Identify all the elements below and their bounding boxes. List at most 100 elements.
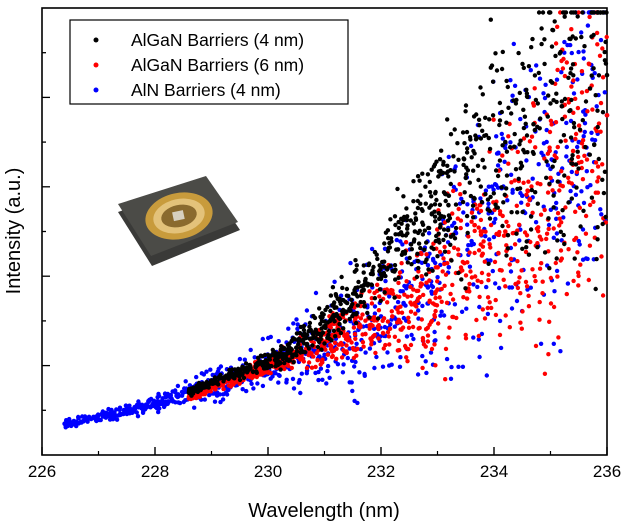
scatter-point-aln-4nm [439, 309, 444, 314]
scatter-point-algan-6nm [353, 347, 358, 353]
scatter-point-algan-6nm [551, 226, 556, 231]
scatter-point-aln-4nm [252, 355, 257, 360]
x-tick-label: 232 [367, 462, 395, 481]
scatter-point-algan-6nm [524, 192, 529, 197]
scatter-point-algan-6nm [548, 275, 554, 281]
scatter-point-algan-6nm [479, 270, 485, 276]
scatter-point-aln-4nm [518, 116, 523, 122]
scatter-point-algan-4nm [307, 320, 313, 326]
scatter-point-aln-4nm [602, 90, 607, 95]
scatter-point-algan-4nm [436, 231, 441, 236]
scatter-point-aln-4nm [383, 278, 388, 284]
scatter-point-algan-4nm [464, 172, 469, 177]
scatter-point-aln-4nm [299, 371, 304, 376]
scatter-point-aln-4nm [149, 404, 154, 409]
scatter-point-algan-4nm [392, 295, 397, 300]
scatter-point-algan-4nm [372, 249, 378, 255]
scatter-point-algan-6nm [408, 342, 414, 348]
scatter-point-algan-4nm [452, 236, 458, 241]
scatter-point-algan-4nm [420, 222, 426, 227]
scatter-point-algan-4nm [603, 61, 609, 66]
scatter-point-algan-4nm [337, 321, 342, 327]
scatter-point-aln-4nm [313, 370, 318, 376]
scatter-point-algan-4nm [497, 118, 503, 123]
scatter-point-algan-6nm [338, 340, 344, 346]
scatter-point-aln-4nm [431, 258, 436, 263]
scatter-point-algan-4nm [524, 245, 529, 250]
scatter-point-algan-6nm [604, 34, 609, 40]
scatter-point-algan-6nm [397, 347, 402, 353]
scatter-point-algan-4nm [542, 250, 548, 255]
scatter-point-aln-4nm [347, 346, 352, 351]
scatter-point-algan-6nm [469, 210, 475, 215]
scatter-point-aln-4nm [500, 136, 505, 141]
scatter-point-aln-4nm [296, 380, 301, 385]
scatter-point-algan-4nm [499, 66, 505, 72]
scatter-point-aln-4nm [123, 403, 129, 408]
scatter-point-algan-6nm [551, 304, 557, 310]
scatter-point-algan-6nm [473, 274, 478, 279]
scatter-point-aln-4nm [559, 70, 564, 75]
scatter-point-algan-6nm [213, 387, 218, 392]
scatter-point-algan-4nm [554, 99, 559, 105]
scatter-point-algan-4nm [281, 346, 287, 352]
scatter-point-aln-4nm [459, 196, 464, 201]
scatter-point-aln-4nm [577, 242, 582, 247]
scatter-point-algan-4nm [306, 328, 311, 334]
scatter-point-algan-4nm [407, 255, 412, 261]
scatter-point-aln-4nm [173, 388, 178, 393]
legend-label-aln-4nm: AlN Barriers (4 nm) [131, 80, 281, 100]
scatter-point-algan-4nm [446, 213, 452, 218]
scatter-point-algan-4nm [430, 268, 435, 273]
scatter-point-algan-4nm [532, 127, 537, 133]
scatter-point-algan-6nm [406, 325, 412, 330]
scatter-point-algan-6nm [530, 210, 535, 215]
scatter-point-algan-6nm [442, 244, 447, 250]
scatter-point-algan-6nm [425, 333, 431, 338]
legend-marker-aln-4nm [93, 87, 99, 93]
scatter-point-aln-4nm [101, 414, 106, 419]
scatter-point-algan-6nm [325, 352, 331, 357]
scatter-point-algan-4nm [417, 178, 422, 183]
scatter-point-aln-4nm [460, 364, 466, 369]
scatter-point-algan-6nm [558, 258, 563, 263]
y-axis-title: Intensity (a.u.) [3, 168, 25, 295]
scatter-point-algan-4nm [413, 211, 418, 216]
scatter-point-aln-4nm [483, 234, 488, 239]
scatter-point-algan-6nm [591, 199, 596, 204]
scatter-point-algan-4nm [500, 223, 505, 229]
scatter-point-algan-4nm [591, 66, 596, 71]
scatter-point-aln-4nm [95, 412, 101, 417]
scatter-point-algan-4nm [264, 358, 269, 363]
legend-label-algan-6nm: AlGaN Barriers (6 nm) [131, 55, 304, 75]
scatter-point-algan-6nm [404, 355, 409, 360]
scatter-point-aln-4nm [91, 414, 96, 419]
scatter-point-algan-4nm [186, 388, 192, 393]
scatter-point-algan-6nm [343, 336, 349, 342]
scatter-point-algan-6nm [542, 371, 548, 376]
scatter-point-algan-4nm [411, 221, 416, 226]
scatter-point-algan-4nm [494, 68, 500, 73]
scatter-point-algan-4nm [550, 164, 555, 169]
scatter-point-aln-4nm [202, 397, 207, 402]
legend: AlGaN Barriers (4 nm) AlGaN Barriers (6 … [69, 19, 349, 105]
scatter-point-algan-6nm [500, 213, 505, 219]
scatter-point-algan-4nm [500, 143, 505, 148]
scatter-point-algan-4nm [216, 382, 221, 387]
scatter-point-algan-4nm [255, 355, 261, 360]
scatter-point-algan-4nm [569, 156, 575, 162]
x-tick-label: 234 [480, 462, 508, 481]
scatter-point-algan-6nm [360, 312, 365, 317]
scatter-point-algan-4nm [396, 225, 402, 231]
scatter-point-algan-6nm [555, 24, 560, 29]
scatter-point-algan-4nm [353, 320, 359, 326]
scatter-point-algan-4nm [298, 345, 303, 351]
scatter-point-algan-4nm [388, 217, 393, 222]
scatter-point-algan-6nm [397, 270, 403, 275]
scatter-point-algan-4nm [581, 208, 586, 213]
scatter-point-aln-4nm [63, 418, 69, 423]
scatter-point-algan-4nm [518, 160, 524, 165]
scatter-point-algan-4nm [415, 205, 421, 211]
scatter-point-aln-4nm [554, 77, 560, 82]
scatter-point-aln-4nm [517, 238, 522, 243]
